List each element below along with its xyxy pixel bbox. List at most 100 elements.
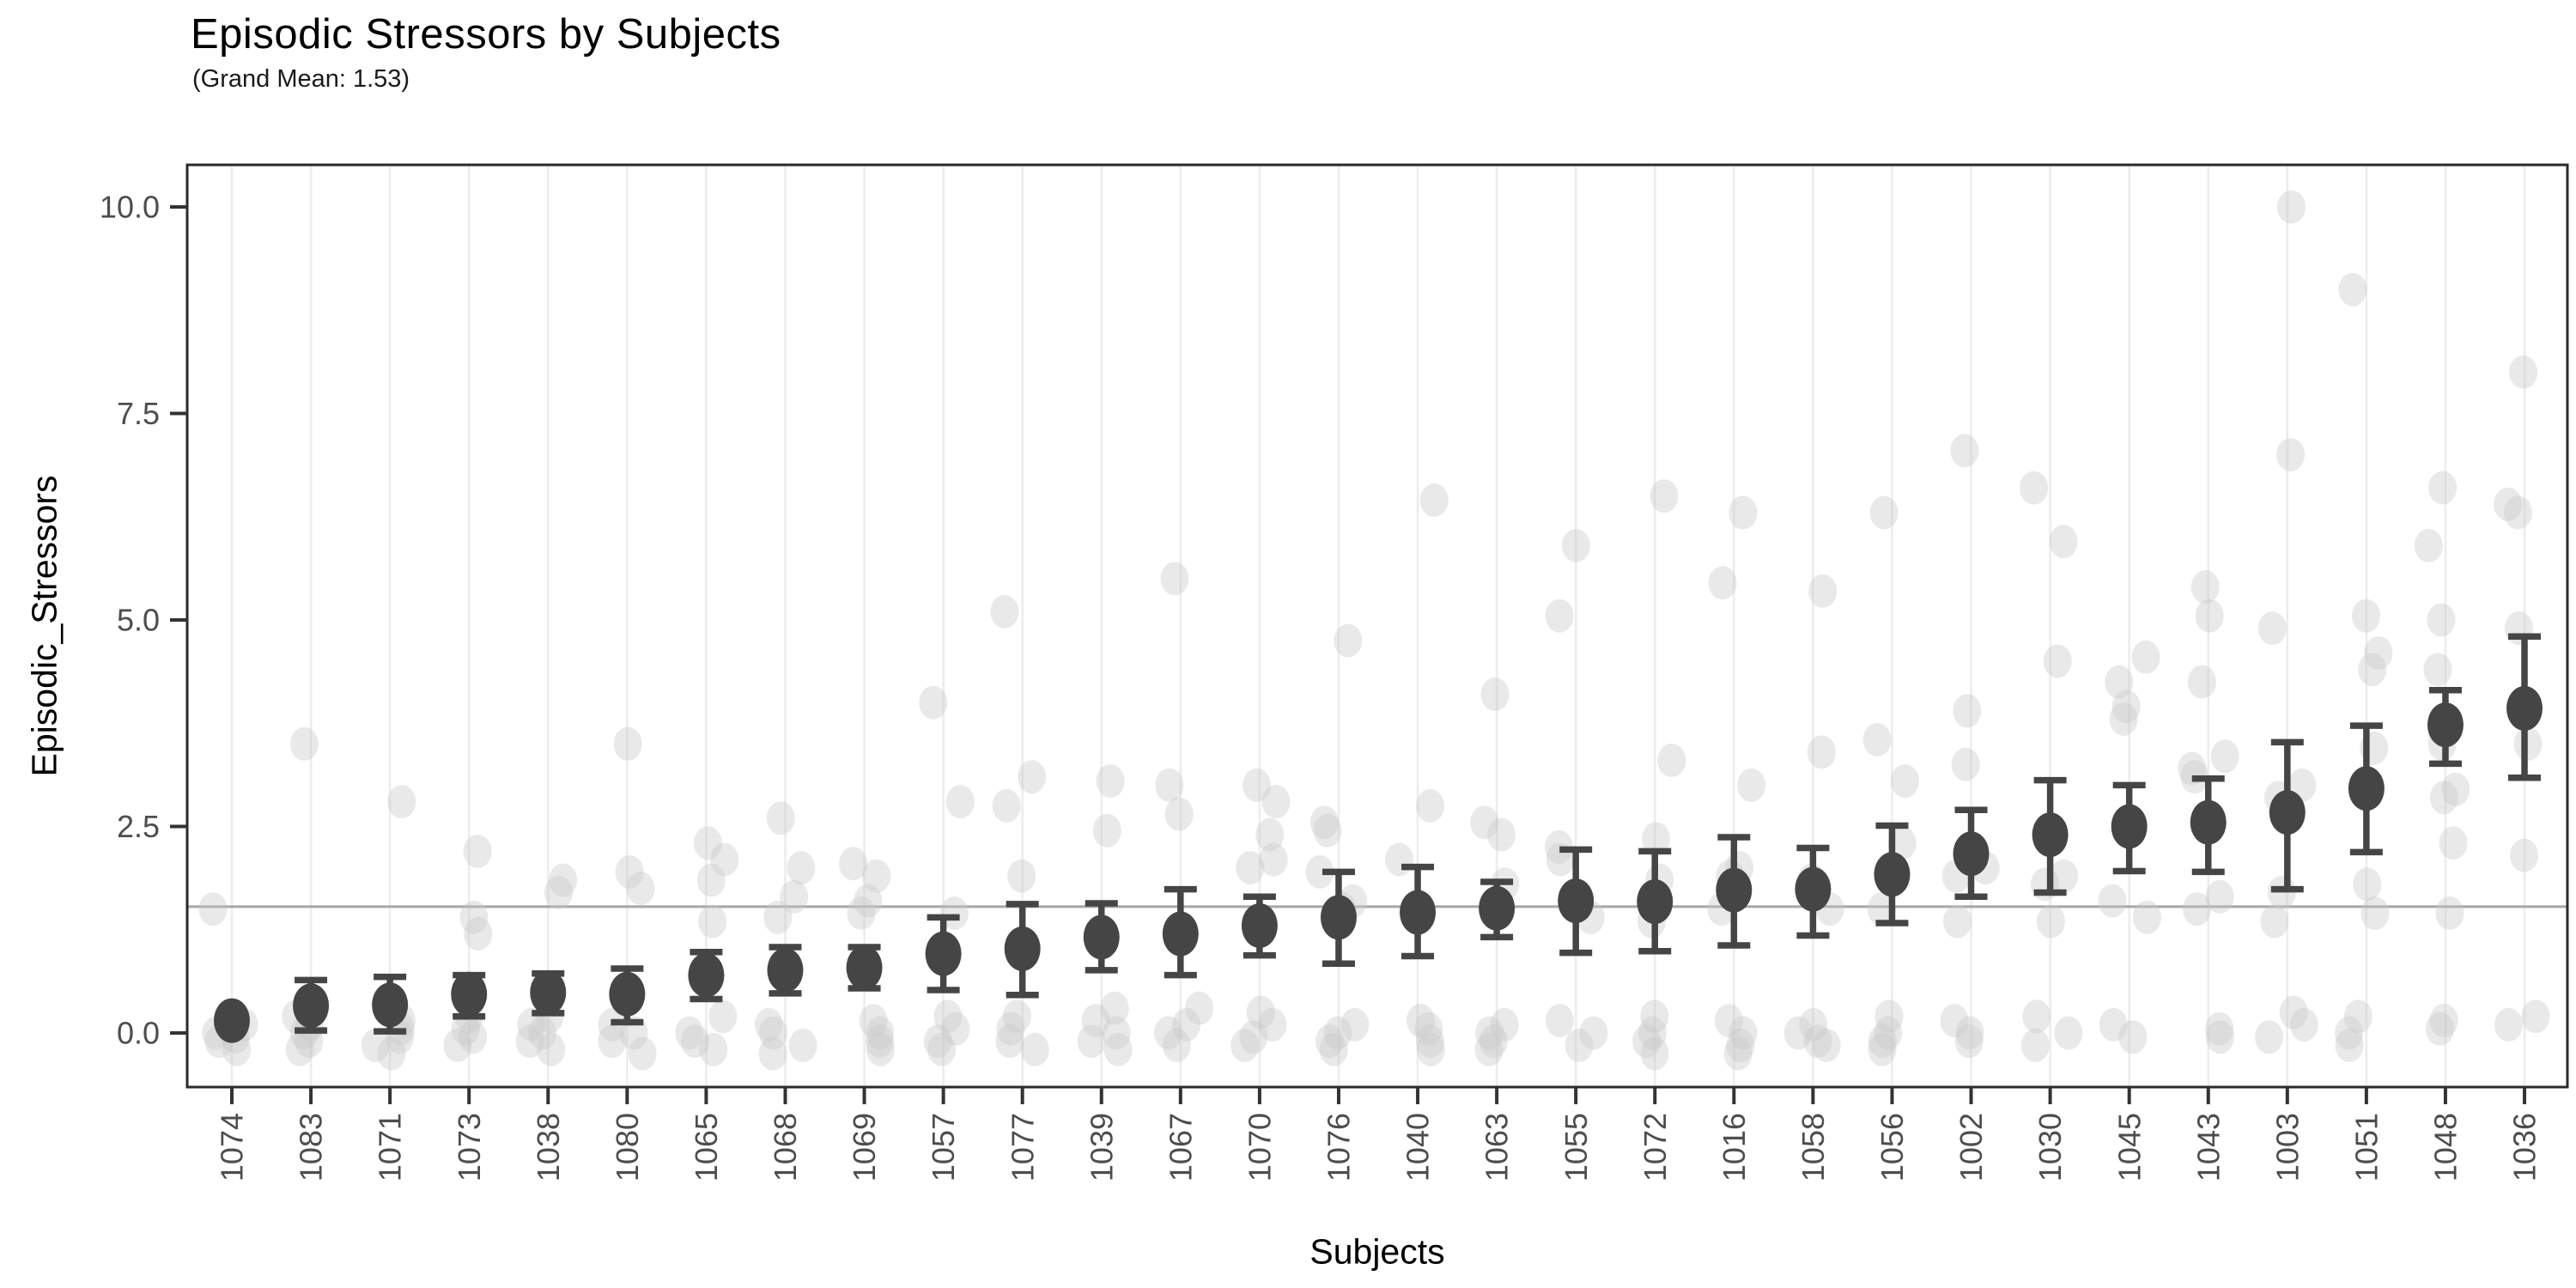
jitter-point — [1160, 562, 1189, 596]
jitter-point — [2205, 879, 2234, 914]
mean-point — [846, 945, 883, 991]
jitter-point — [1419, 483, 1449, 518]
jitter-point — [2425, 1012, 2454, 1046]
x-tick-label: 1073 — [452, 1113, 487, 1182]
jitter-point — [1255, 817, 1285, 852]
jitter-point — [1545, 598, 1574, 633]
jitter-point — [1807, 735, 1836, 769]
jitter-point — [2423, 653, 2452, 687]
jitter-point — [1715, 1004, 1744, 1038]
x-tick-label: 1077 — [1005, 1113, 1040, 1182]
jitter-point — [941, 1012, 970, 1046]
jitter-point — [1081, 1004, 1110, 1038]
jitter-point — [459, 1020, 488, 1054]
mean-point — [688, 952, 725, 998]
jitter-point — [289, 726, 319, 761]
jitter-point — [1579, 1016, 1608, 1050]
x-tick-label: 1076 — [1321, 1113, 1357, 1182]
jitter-point — [866, 1032, 895, 1066]
jitter-point — [2504, 611, 2533, 646]
jitter-point — [1812, 1028, 1841, 1062]
jitter-point — [1953, 694, 1982, 728]
jitter-point — [2428, 471, 2458, 505]
jitter-point — [544, 875, 574, 909]
jitter-point — [2503, 495, 2532, 530]
jitter-point — [2441, 772, 2470, 806]
x-tick-label: 1063 — [1479, 1113, 1515, 1182]
jitter-point — [1808, 574, 1838, 608]
jitter-point — [927, 1032, 957, 1066]
mean-point — [925, 931, 962, 976]
jitter-point — [1319, 1032, 1348, 1066]
jitter-point — [1155, 768, 1184, 802]
jitter-point — [2279, 995, 2308, 1030]
jitter-point — [464, 917, 493, 951]
jitter-point — [2435, 896, 2464, 931]
mean-point — [1558, 878, 1595, 924]
jitter-point — [2427, 603, 2456, 637]
jitter-point — [1340, 1007, 1370, 1042]
x-tick-label: 1068 — [768, 1113, 803, 1182]
jitter-point — [1261, 785, 1291, 819]
x-axis-title: Subjects — [1309, 1231, 1445, 1272]
jitter-point — [2109, 702, 2138, 736]
jitter-point — [463, 834, 492, 868]
mean-point — [2032, 812, 2069, 858]
jitter-point — [2098, 884, 2127, 918]
jitter-point — [2353, 867, 2382, 902]
jitter-point — [1708, 566, 1737, 600]
jitter-point — [1474, 1032, 1504, 1066]
jitter-point — [1955, 1016, 1984, 1050]
jitter-point — [2255, 1020, 2284, 1054]
jitter-point — [1246, 995, 1275, 1030]
mean-point — [530, 969, 567, 1015]
jitter-point — [1640, 1036, 1669, 1071]
jitter-point — [1002, 999, 1031, 1034]
jitter-point — [862, 859, 891, 893]
jitter-point — [754, 1007, 783, 1042]
jitter-point — [1414, 1012, 1443, 1046]
jitter-point — [2494, 1007, 2524, 1042]
jitter-point — [1230, 1028, 1260, 1062]
jitter-point — [2338, 272, 2367, 307]
jitter-point — [1164, 797, 1194, 831]
jitter-point — [1479, 1024, 1508, 1059]
jitter-point — [2276, 190, 2306, 224]
jitter-point — [1564, 1028, 1594, 1062]
jitter-point — [1416, 788, 1445, 823]
jitter-point — [198, 892, 228, 927]
jitter-point — [1951, 747, 1980, 781]
x-tick-label: 1051 — [2348, 1113, 2384, 1182]
x-tick-label: 1083 — [294, 1113, 329, 1182]
jitter-point — [1077, 1024, 1106, 1059]
jitter-point — [2257, 611, 2287, 646]
mean-point — [451, 971, 488, 1017]
jitter-point — [626, 872, 655, 906]
jitter-point — [1640, 999, 1669, 1034]
x-tick-label: 1072 — [1637, 1113, 1673, 1182]
jitter-point — [1868, 1024, 1897, 1059]
jitter-point — [1862, 722, 1892, 756]
jitter-point — [451, 1012, 480, 1046]
x-tick-label: 1043 — [2190, 1113, 2226, 1182]
jitter-point — [2022, 999, 2051, 1034]
mean-point — [1716, 867, 1753, 913]
jitter-point — [1242, 768, 1272, 802]
x-tick-label: 1065 — [689, 1113, 724, 1182]
jitter-point — [1874, 1016, 1903, 1050]
jitter-point — [2210, 739, 2239, 774]
jitter-point — [992, 788, 1021, 823]
jitter-point — [680, 1024, 709, 1059]
mean-point — [214, 998, 250, 1043]
jitter-point — [847, 896, 876, 931]
jitter-point — [1726, 1028, 1755, 1062]
jitter-point — [1867, 892, 1896, 927]
jitter-point — [1100, 991, 1129, 1025]
jitter-point — [923, 1024, 952, 1059]
jitter-point — [2335, 1028, 2364, 1062]
jitter-point — [758, 1036, 787, 1071]
chart-title: Episodic Stressors by Subjects — [191, 11, 781, 58]
jitter-point — [839, 847, 868, 881]
jitter-point — [2043, 644, 2072, 678]
